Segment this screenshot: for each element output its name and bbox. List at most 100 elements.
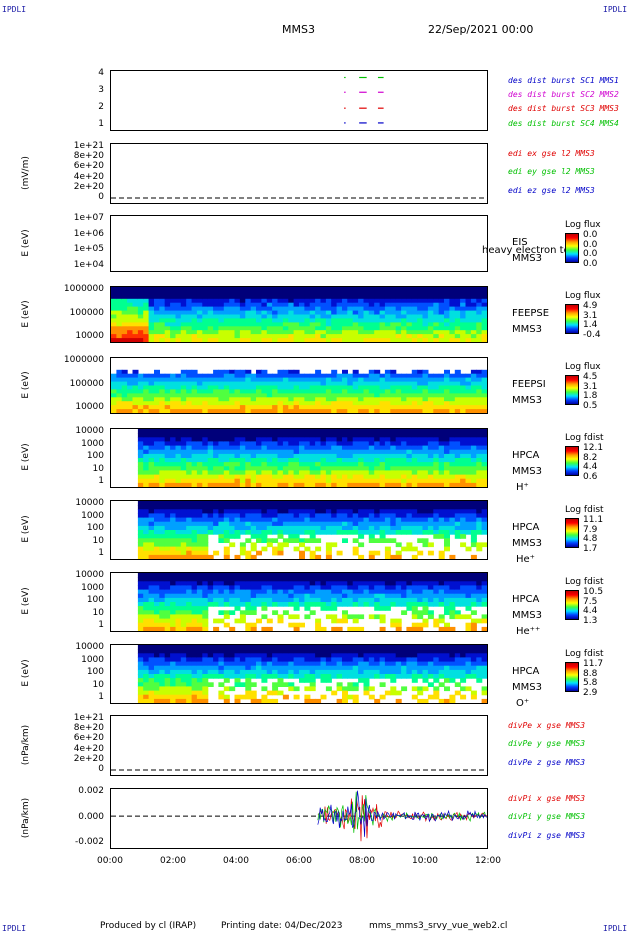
spectrogram-cell — [299, 573, 305, 578]
spectrogram-cell — [164, 474, 171, 480]
spectrogram-cell — [433, 482, 440, 487]
spectrogram-cell — [401, 290, 408, 296]
spectrogram-cell — [444, 581, 450, 586]
spectrogram-cell — [148, 614, 155, 620]
spectrogram-cell — [288, 597, 295, 603]
spectrogram-cell — [288, 437, 295, 442]
spectrogram-cell — [234, 534, 241, 539]
spectrogram-cell — [272, 674, 279, 679]
spectrogram-cell — [180, 302, 187, 308]
spectrogram-cell — [245, 381, 252, 387]
spectrogram-cell — [352, 393, 359, 398]
spectrogram-cell — [213, 550, 220, 556]
spectrogram-cell — [170, 478, 177, 484]
spectrogram-cell — [196, 326, 203, 331]
spectrogram-cell — [277, 602, 284, 607]
spectrogram-cell — [213, 521, 220, 527]
spectrogram-cell — [121, 302, 128, 308]
spectrogram-cell — [304, 373, 311, 379]
spectrogram-cell — [186, 437, 193, 442]
spectrogram-cell — [411, 665, 418, 671]
spectrogram-cell — [196, 593, 203, 599]
spectrogram-cell — [175, 381, 182, 387]
spectrogram-cell — [444, 466, 450, 471]
spectrogram-cell — [395, 326, 402, 331]
ytick-p7: 1000 — [81, 510, 104, 521]
spectrogram-cell — [460, 585, 467, 591]
spectrogram-cell — [159, 606, 166, 611]
spectrogram-cell — [379, 474, 386, 480]
spectrogram-cell — [250, 513, 257, 519]
burst-mark — [344, 107, 346, 109]
spectrogram-cell — [438, 589, 445, 595]
spectrogram-cell — [315, 474, 322, 480]
spectrogram-cell — [460, 669, 467, 675]
spectrogram-cell — [127, 405, 134, 410]
spectrogram-cell — [180, 445, 187, 451]
spectrogram-cell — [320, 593, 327, 599]
spectrogram-cell — [250, 433, 257, 438]
spectrogram-cell — [250, 330, 257, 335]
spectrogram-cell — [272, 445, 279, 451]
spectrogram-cell — [374, 405, 381, 410]
spectrogram-cell — [384, 577, 391, 582]
spectrogram-cell — [411, 298, 418, 304]
spectrogram-cell — [390, 573, 397, 578]
spectrogram-cell — [261, 657, 268, 663]
spectrogram-cell — [288, 302, 295, 308]
spectrogram-cell — [213, 525, 220, 531]
spectrogram-cell — [476, 290, 483, 296]
spectrogram-cell — [427, 397, 434, 402]
spectrogram-cell — [379, 589, 386, 595]
spectrogram-cell — [148, 501, 155, 506]
spectrogram-cell — [293, 602, 300, 607]
spectrogram-cell — [143, 645, 150, 650]
spectrogram-cell — [417, 373, 424, 379]
spectrogram-cell — [202, 546, 209, 552]
spectrogram-cell — [218, 610, 225, 615]
spectrogram-cell — [245, 330, 252, 335]
spectrogram-cell — [143, 581, 150, 586]
spectrogram-cell — [347, 573, 354, 578]
spectrogram-cell — [121, 401, 128, 406]
spectrogram-cell — [282, 437, 289, 442]
spectrogram-cell — [175, 606, 182, 611]
spectrogram-cell — [438, 338, 445, 342]
spectrogram-cell — [427, 294, 434, 300]
spectrogram-cell — [460, 334, 467, 339]
spectrogram-cell — [256, 573, 262, 578]
colorbar-value-p9: 2.9 — [583, 687, 598, 698]
spectrogram-cell — [164, 698, 171, 703]
spectrogram-cell — [256, 326, 262, 331]
spectrogram-cell — [116, 369, 123, 375]
spectrogram-cell — [379, 585, 386, 591]
spectrogram-cell — [336, 409, 343, 413]
spectrogram-cell — [282, 525, 289, 531]
spectrogram-cell — [395, 385, 402, 390]
spectrogram-cell — [363, 302, 370, 308]
spectrogram-cell — [250, 573, 257, 578]
panel-p2 — [110, 143, 488, 204]
spectrogram-cell — [137, 433, 144, 438]
spectrogram-cell — [336, 573, 343, 578]
spectrogram-cell — [309, 554, 316, 559]
spectrogram-cell — [417, 306, 424, 312]
spectrogram-cell — [223, 306, 230, 312]
spectrogram-cell — [282, 610, 289, 615]
ytick-p10: 2e+20 — [73, 753, 104, 764]
spectrogram-cell — [320, 525, 327, 531]
spectrogram-cell — [250, 397, 257, 402]
spectrogram-cell — [417, 302, 424, 308]
spectrogram-cell — [444, 622, 450, 628]
spectrogram-cell — [422, 618, 429, 624]
spectrogram-cell — [191, 546, 198, 552]
spectrogram-cell — [213, 462, 220, 467]
spectrogram-cell — [272, 302, 279, 308]
spectrogram-cell — [180, 534, 187, 539]
spectrogram-cell — [239, 661, 246, 667]
spectrogram-cell — [449, 314, 456, 319]
spectrogram-cell — [368, 674, 375, 679]
spectrogram-cell — [363, 513, 370, 519]
spectrogram-cell — [401, 546, 408, 552]
spectrogram-cell — [325, 385, 332, 390]
